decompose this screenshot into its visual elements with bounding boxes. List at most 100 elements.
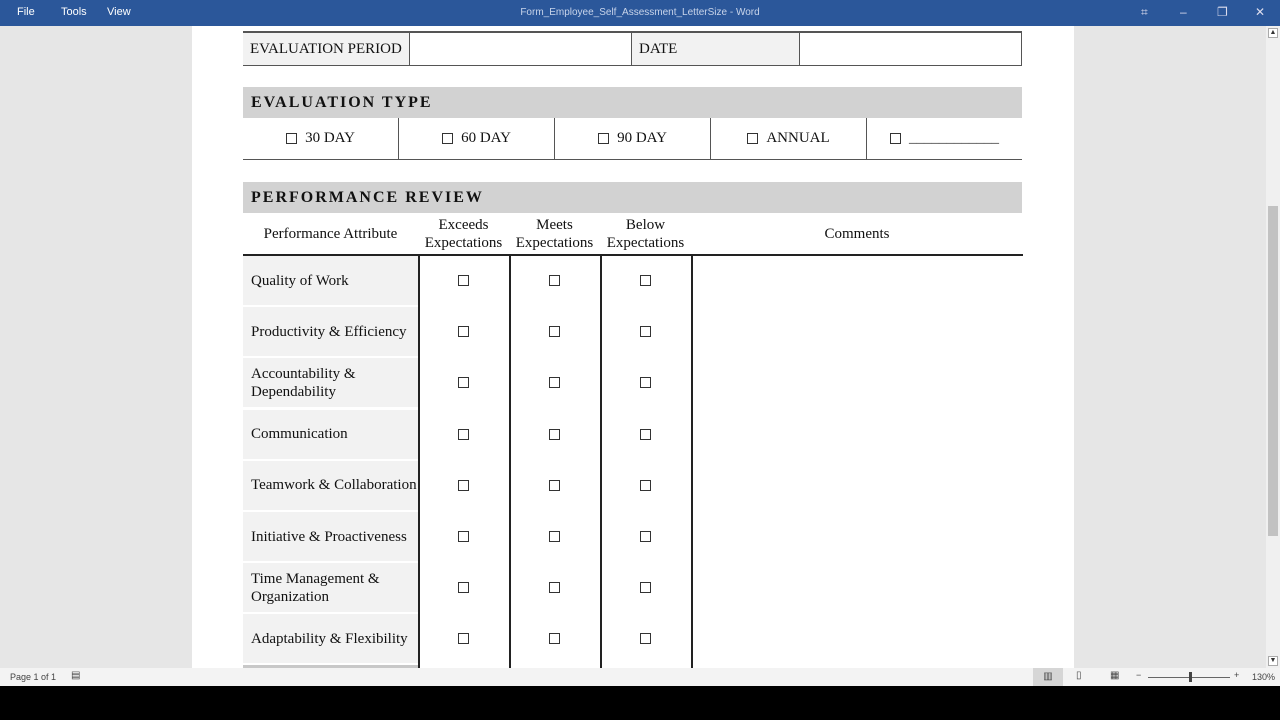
comments-cell[interactable] xyxy=(691,307,1023,356)
label: 90 DAY xyxy=(617,130,667,146)
eval-type-90[interactable]: 90 DAY xyxy=(555,118,711,159)
page-count[interactable]: Page 1 of 1 xyxy=(10,672,57,682)
vertical-scrollbar[interactable]: ▲ ▼ xyxy=(1266,26,1280,668)
rating-checkbox[interactable] xyxy=(549,479,560,491)
table-row: Productivity & Efficiency xyxy=(243,307,1023,357)
web-layout-icon[interactable]: ▦ xyxy=(1110,670,1120,681)
rating-checkbox[interactable] xyxy=(640,633,651,645)
comments-cell[interactable] xyxy=(691,461,1023,510)
rating-checkbox[interactable] xyxy=(640,326,651,338)
table-row: Teamwork & Collaboration xyxy=(243,460,1023,510)
below-cell xyxy=(600,512,691,561)
rating-checkbox[interactable] xyxy=(549,582,560,594)
comments-cell[interactable] xyxy=(691,410,1023,459)
menu-tools[interactable]: Tools xyxy=(61,6,87,18)
zoom-level[interactable]: 130% xyxy=(1252,672,1276,682)
col-exceeds: Exceeds Expectations xyxy=(424,216,503,251)
rating-checkbox[interactable] xyxy=(549,428,560,440)
table-row: Communication xyxy=(243,409,1023,459)
table-row: Initiative & Proactiveness xyxy=(243,512,1023,561)
status-bar: Page 1 of 1 ▤ ▥ ▯ ▦ − + 130% xyxy=(0,668,1280,686)
zoom-in-button[interactable]: + xyxy=(1234,670,1240,680)
rating-checkbox[interactable] xyxy=(458,275,469,286)
rating-checkbox[interactable] xyxy=(549,633,560,645)
eval-type-other[interactable]: ____________ xyxy=(867,118,1022,159)
rating-checkbox[interactable] xyxy=(549,377,560,389)
scroll-up-icon[interactable]: ▲ xyxy=(1268,28,1278,38)
below-cell xyxy=(600,307,691,356)
rating-checkbox[interactable] xyxy=(640,428,651,440)
rating-checkbox[interactable] xyxy=(458,479,469,491)
zoom-slider-thumb[interactable] xyxy=(1189,672,1192,682)
restore-button[interactable]: ❐ xyxy=(1217,5,1228,19)
scroll-thumb[interactable] xyxy=(1268,206,1278,536)
eval-type-60[interactable]: 60 DAY xyxy=(399,118,555,159)
rating-checkbox[interactable] xyxy=(640,377,651,389)
menu-view[interactable]: View xyxy=(107,6,131,18)
rating-checkbox[interactable] xyxy=(458,377,469,389)
comments-cell[interactable] xyxy=(691,512,1023,561)
rating-checkbox[interactable] xyxy=(640,479,651,491)
checkbox[interactable] xyxy=(286,133,298,144)
proofing-icon[interactable]: ▤ xyxy=(71,670,81,681)
col-below: Below Expectations xyxy=(606,216,685,251)
attribute-label: Communication xyxy=(243,409,418,459)
rating-checkbox[interactable] xyxy=(458,531,469,542)
rating-checkbox[interactable] xyxy=(458,582,469,594)
read-mode-icon[interactable]: ▥ xyxy=(1033,668,1063,686)
meets-cell xyxy=(509,512,600,561)
exceeds-cell xyxy=(418,614,509,663)
meets-cell xyxy=(509,614,600,663)
rating-checkbox[interactable] xyxy=(640,275,651,286)
eval-type-30[interactable]: 30 DAY xyxy=(243,118,399,159)
menu-file[interactable]: File xyxy=(17,6,35,18)
below-cell xyxy=(600,563,691,612)
rating-checkbox[interactable] xyxy=(549,326,560,338)
checkbox[interactable] xyxy=(442,133,454,144)
rating-checkbox[interactable] xyxy=(458,326,469,338)
col-attribute: Performance Attribute xyxy=(263,225,398,242)
attribute-label: Initiative & Proactiveness xyxy=(243,512,418,561)
checkbox[interactable] xyxy=(598,133,610,144)
evaluation-type-header: EVALUATION TYPE xyxy=(243,87,1022,118)
comments-cell[interactable] xyxy=(691,563,1023,612)
column-divider xyxy=(691,256,693,668)
zoom-out-button[interactable]: − xyxy=(1136,670,1142,680)
eval-type-annual[interactable]: ANNUAL xyxy=(711,118,867,159)
print-layout-icon[interactable]: ▯ xyxy=(1076,670,1082,681)
rating-checkbox[interactable] xyxy=(549,275,560,286)
comments-cell[interactable] xyxy=(691,358,1023,407)
rating-checkbox[interactable] xyxy=(640,531,651,542)
below-cell xyxy=(600,461,691,510)
exceeds-cell xyxy=(418,512,509,561)
title-bar: File Tools View Form_Employee_Self_Asses… xyxy=(0,0,1280,26)
scroll-down-icon[interactable]: ▼ xyxy=(1268,656,1278,666)
close-button[interactable]: ✕ xyxy=(1255,5,1266,19)
checkbox[interactable] xyxy=(890,133,901,144)
focus-mode-icon[interactable]: ⌗ xyxy=(1141,5,1148,19)
rating-checkbox[interactable] xyxy=(458,633,469,645)
comments-cell[interactable] xyxy=(691,256,1023,305)
col-comments: Comments xyxy=(824,225,890,242)
prev-row xyxy=(243,26,1022,33)
comments-cell[interactable] xyxy=(691,614,1023,663)
table-row: Adaptability & Flexibility xyxy=(243,614,1023,664)
attribute-label: Quality of Work xyxy=(243,256,418,305)
rating-checkbox[interactable] xyxy=(549,531,560,542)
attribute-label: Productivity & Efficiency xyxy=(243,307,418,357)
rating-checkbox[interactable] xyxy=(458,428,469,440)
date-input[interactable] xyxy=(800,33,1022,65)
table-row: Quality of Work xyxy=(243,256,1023,305)
document-area: EVALUATION PERIOD DATE EVALUATION TYPE 3… xyxy=(0,26,1280,668)
document-page[interactable]: EVALUATION PERIOD DATE EVALUATION TYPE 3… xyxy=(192,26,1074,668)
period-row: EVALUATION PERIOD DATE xyxy=(243,33,1022,66)
period-input[interactable] xyxy=(410,33,632,65)
checkbox[interactable] xyxy=(747,133,759,144)
rating-checkbox[interactable] xyxy=(640,582,651,594)
exceeds-cell xyxy=(418,358,509,407)
minimize-button[interactable]: – xyxy=(1180,5,1187,19)
other-input[interactable]: ____________ xyxy=(909,130,999,146)
attribute-label: Accountability & Dependability xyxy=(243,358,418,408)
period-label: EVALUATION PERIOD xyxy=(243,33,410,65)
column-headers: Performance Attribute Exceeds Expectatio… xyxy=(243,213,1023,256)
